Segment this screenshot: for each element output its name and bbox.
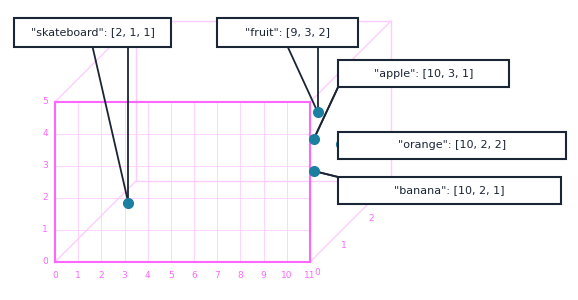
- FancyBboxPatch shape: [14, 18, 171, 46]
- Text: 8: 8: [238, 271, 243, 280]
- Text: "skateboard": [2, 1, 1]: "skateboard": [2, 1, 1]: [31, 27, 154, 37]
- Text: 6: 6: [191, 271, 197, 280]
- Text: 2: 2: [368, 214, 373, 223]
- Text: 2: 2: [42, 194, 48, 202]
- Text: "banana": [10, 2, 1]: "banana": [10, 2, 1]: [394, 185, 505, 196]
- Text: 5: 5: [168, 271, 174, 280]
- Text: 0: 0: [314, 268, 320, 277]
- Text: "fruit": [9, 3, 2]: "fruit": [9, 3, 2]: [245, 27, 330, 37]
- Text: 2: 2: [99, 271, 104, 280]
- FancyBboxPatch shape: [338, 132, 566, 159]
- FancyBboxPatch shape: [217, 18, 358, 46]
- Text: 3: 3: [395, 187, 401, 196]
- FancyBboxPatch shape: [338, 60, 509, 87]
- Text: 1: 1: [341, 241, 347, 250]
- Text: 0: 0: [42, 257, 48, 266]
- Text: "orange": [10, 2, 2]: "orange": [10, 2, 2]: [398, 140, 506, 151]
- Text: 9: 9: [261, 271, 266, 280]
- Text: 4: 4: [145, 271, 150, 280]
- Text: 7: 7: [214, 271, 220, 280]
- Text: "apple": [10, 3, 1]: "apple": [10, 3, 1]: [374, 68, 473, 79]
- Text: 3: 3: [122, 271, 127, 280]
- Text: 1: 1: [75, 271, 81, 280]
- Text: 1: 1: [42, 226, 48, 235]
- Text: 10: 10: [281, 271, 292, 280]
- Text: 0: 0: [52, 271, 58, 280]
- Text: 4: 4: [42, 130, 48, 139]
- FancyBboxPatch shape: [338, 177, 561, 204]
- Text: 5: 5: [42, 98, 48, 106]
- Text: 3: 3: [42, 161, 48, 170]
- Text: 11: 11: [304, 271, 316, 280]
